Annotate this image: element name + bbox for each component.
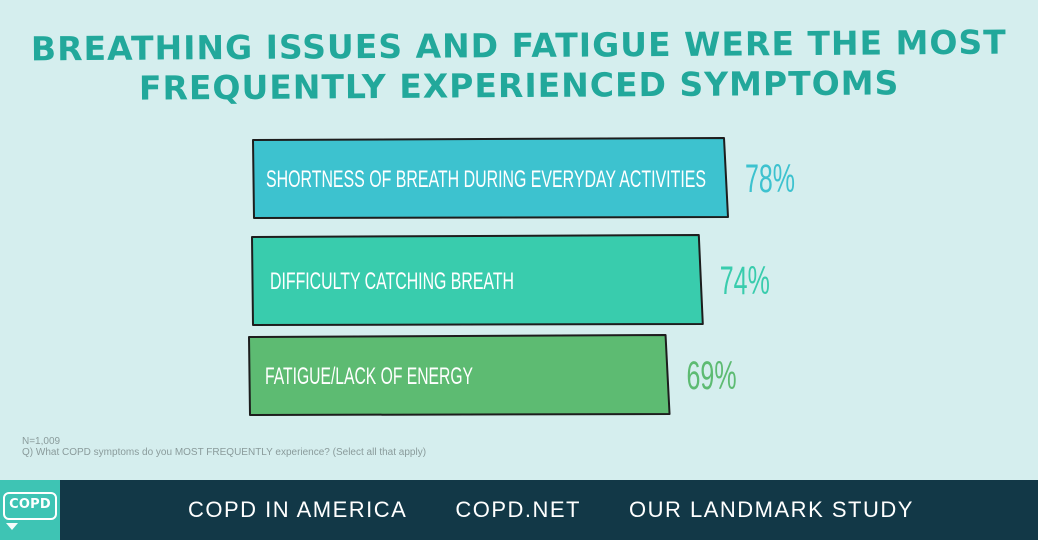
survey-notes: N=1,009 Q) What COPD symptoms do you MOS…	[22, 436, 426, 458]
copd-logo[interactable]: COPD	[0, 480, 60, 540]
footer-links: COPD IN AMERICA COPD.NET OUR LANDMARK ST…	[188, 480, 914, 540]
chart-title-line-2: frequently experienced symptoms	[138, 63, 900, 108]
chart-title: Breathing issues and fatigue were the mo…	[0, 22, 1038, 109]
bar-1	[252, 137, 729, 219]
speech-bubble-icon	[3, 492, 57, 520]
footer-link-landmark-study[interactable]: OUR LANDMARK STUDY	[629, 497, 914, 522]
bar-label-3: FATIGUE/LACK OF ENERGY	[265, 363, 473, 390]
survey-question: Q) What COPD symptoms do you MOST FREQUE…	[22, 447, 427, 458]
value-label-3: 69%	[687, 354, 737, 398]
footer-bar: COPD COPD IN AMERICA COPD.NET OUR LANDMA…	[0, 480, 1038, 540]
bar-label-2: DIFFICULTY CATCHING BREATH	[270, 268, 514, 295]
value-label-1: 78%	[745, 157, 795, 201]
bar-chart: SHORTNESS OF BREATH DURING EVERYDAY ACTI…	[248, 137, 795, 416]
footer-link-copd-in-america[interactable]: COPD IN AMERICA	[188, 497, 408, 522]
bar-2	[251, 234, 704, 326]
speech-bubble-tail-icon	[6, 523, 18, 530]
bar-3	[248, 334, 671, 416]
bar-label-1: SHORTNESS OF BREATH DURING EVERYDAY ACTI…	[266, 166, 706, 193]
logo-text: COPD	[9, 497, 51, 512]
sample-size: N=1,009	[22, 436, 61, 447]
footer-link-copd-net[interactable]: COPD.NET	[455, 497, 581, 522]
value-label-2: 74%	[720, 259, 770, 303]
